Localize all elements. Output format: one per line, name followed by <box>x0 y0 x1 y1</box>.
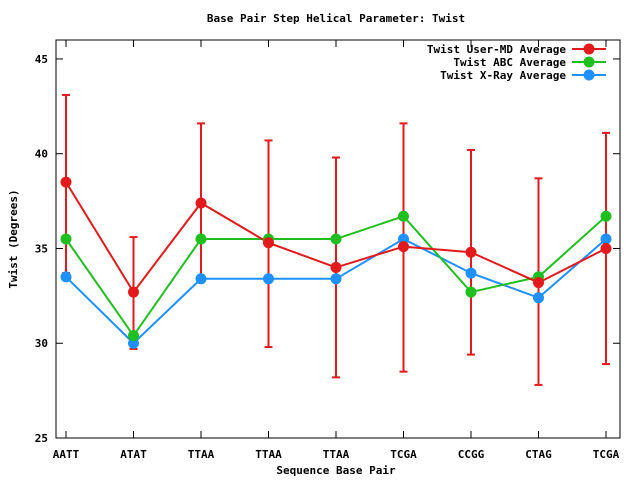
data-point <box>398 233 409 245</box>
data-point <box>195 273 207 285</box>
x-tick-label: TTAA <box>323 448 350 461</box>
x-tick-label: CCGG <box>458 448 485 461</box>
legend-marker <box>583 69 595 81</box>
data-point <box>465 286 477 298</box>
data-point <box>263 273 274 285</box>
data-point <box>600 242 612 254</box>
x-tick-label: TCGA <box>593 448 620 461</box>
legend-label: Twist X-Ray Average <box>440 69 566 82</box>
data-point <box>195 233 207 245</box>
legend-marker <box>583 43 595 55</box>
x-tick-label: TTAA <box>188 448 215 461</box>
data-point <box>465 267 477 279</box>
data-point <box>60 176 72 188</box>
data-point <box>330 261 342 273</box>
data-point <box>128 286 139 298</box>
chart-title: Base Pair Step Helical Parameter: Twist <box>207 12 465 25</box>
data-point <box>60 233 72 245</box>
y-tick-label: 40 <box>35 148 48 161</box>
y-tick-label: 25 <box>35 432 48 445</box>
x-tick-label: TCGA <box>390 448 417 461</box>
data-point <box>600 233 612 245</box>
legend-label: Twist ABC Average <box>453 56 566 69</box>
data-point <box>128 337 139 349</box>
data-point <box>398 241 409 253</box>
y-tick-label: 45 <box>35 53 48 66</box>
x-tick-label: TTAA <box>255 448 282 461</box>
x-axis-label: Sequence Base Pair <box>276 464 396 477</box>
data-point <box>465 246 477 258</box>
data-point <box>60 271 72 283</box>
legend-label: Twist User-MD Average <box>427 43 566 56</box>
data-point <box>128 330 139 342</box>
x-tick-label: CTAG <box>525 448 552 461</box>
x-axis: AATT ATAT TTAA TTAA TTAA TCGA CCGG CTAG TCGA <box>53 40 620 461</box>
data-point <box>533 277 544 289</box>
y-axis-label: Twist (Degrees) <box>7 189 20 288</box>
x-tick-label: AATT <box>53 448 80 461</box>
data-point <box>600 210 612 222</box>
legend-marker <box>583 56 595 68</box>
x-tick-label: ATAT <box>120 448 147 461</box>
data-point <box>330 233 342 245</box>
y-tick-label: 35 <box>35 242 48 255</box>
data-point <box>533 292 544 304</box>
y-tick-label: 30 <box>35 337 48 350</box>
data-point <box>263 237 274 249</box>
y-axis: 25 30 35 40 45 <box>35 53 620 445</box>
data-point <box>398 210 409 222</box>
plot-frame <box>55 39 621 439</box>
data-point <box>195 197 207 209</box>
series-layer <box>60 93 612 386</box>
data-point <box>330 273 342 285</box>
